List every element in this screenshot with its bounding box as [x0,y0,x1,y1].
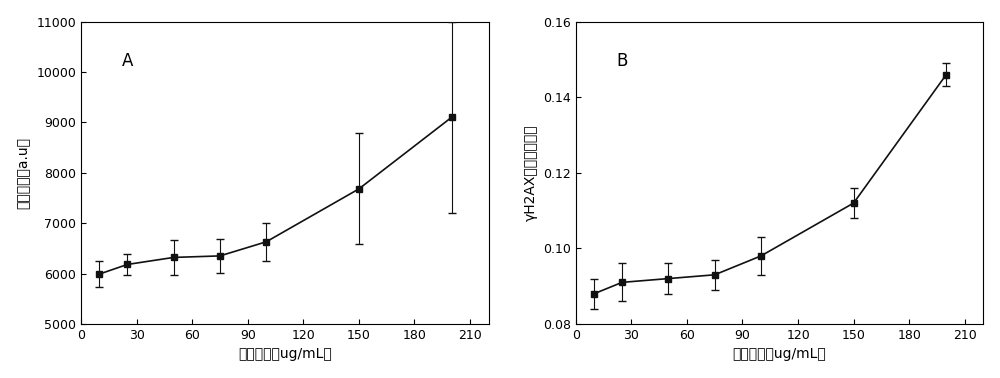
Y-axis label: γH2AX荧光强度比値: γH2AX荧光强度比値 [523,124,537,221]
Text: B: B [616,52,628,70]
X-axis label: 染毒剂量（ug/mL）: 染毒剂量（ug/mL） [238,347,332,361]
Y-axis label: 荧光强度（a.u）: 荧光强度（a.u） [17,137,31,209]
Text: A: A [122,52,133,70]
X-axis label: 染毒剂量（ug/mL）: 染毒剂量（ug/mL） [733,347,826,361]
